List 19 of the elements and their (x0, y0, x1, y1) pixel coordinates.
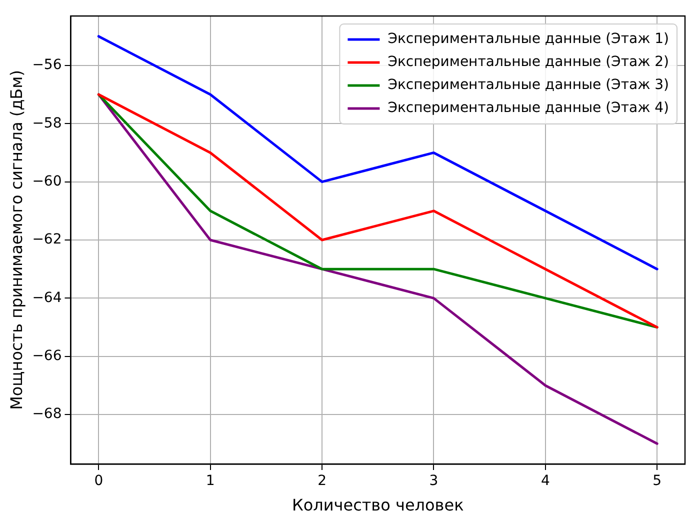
legend-label: Экспериментальные данные (Этаж 1) (388, 31, 670, 48)
y-tick-label: −56 (32, 57, 62, 74)
x-tick-label: 0 (94, 473, 104, 490)
x-tick-label: 3 (429, 473, 438, 490)
y-tick-label: −64 (32, 290, 62, 306)
y-tick-label: −58 (32, 115, 62, 132)
x-tick-label: 5 (652, 473, 662, 490)
y-tick-label: −68 (32, 406, 62, 422)
x-axis-title: Количество человек (292, 496, 464, 515)
legend-label: Экспериментальные данные (Этаж 4) (388, 100, 670, 116)
y-tick-label: −60 (32, 173, 62, 190)
y-tick-label: −62 (32, 232, 62, 248)
legend-label: Экспериментальные данные (Этаж 2) (388, 54, 670, 70)
legend-label: Экспериментальные данные (Этаж 3) (388, 77, 670, 94)
x-tick-label: 4 (540, 473, 550, 490)
x-tick-label: 1 (206, 473, 215, 490)
y-axis-title: Мощность принимаемого сигнала (дБм) (6, 70, 26, 410)
x-tick-label: 2 (318, 473, 326, 490)
y-tick-label: −66 (32, 348, 62, 364)
